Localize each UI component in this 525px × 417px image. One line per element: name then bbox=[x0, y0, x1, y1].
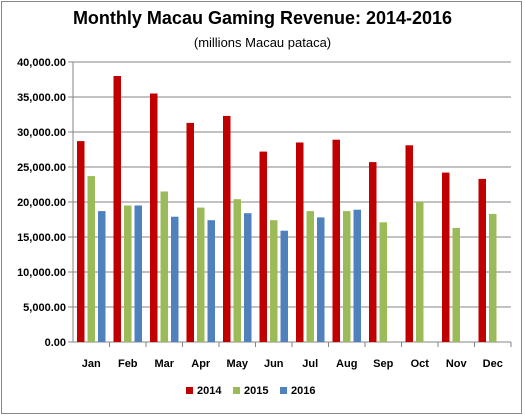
bar-2016-feb bbox=[134, 205, 142, 342]
bar-2014-jun bbox=[259, 151, 267, 342]
x-tick-label: Oct bbox=[411, 358, 430, 370]
x-tick-label: Jan bbox=[82, 358, 101, 370]
y-tick-label: 40,000.00 bbox=[17, 57, 66, 69]
bar-2014-dec bbox=[478, 178, 486, 342]
bar-2014-nov bbox=[442, 172, 450, 342]
legend-swatch-2014 bbox=[186, 387, 193, 394]
bar-2014-sep bbox=[369, 162, 377, 342]
bar-2014-feb bbox=[113, 76, 121, 342]
bar-2014-mar bbox=[150, 93, 158, 342]
x-tick-label: Mar bbox=[154, 358, 174, 370]
bar-2015-mar bbox=[160, 191, 168, 342]
legend-swatch-2016 bbox=[280, 387, 287, 394]
legend-label-2014: 2014 bbox=[197, 385, 222, 397]
y-tick-label: 35,000.00 bbox=[17, 92, 66, 104]
x-tick-label: Dec bbox=[483, 358, 503, 370]
bar-2015-jan bbox=[87, 176, 95, 342]
y-tick-label: 0.00 bbox=[45, 337, 66, 349]
chart-title: Monthly Macau Gaming Revenue: 2014-2016 bbox=[72, 8, 453, 28]
chart-subtitle: (millions Macau pataca) bbox=[193, 35, 332, 50]
bar-2014-jul bbox=[296, 142, 304, 342]
bar-2015-dec bbox=[489, 213, 497, 342]
bar-2014-aug bbox=[332, 139, 340, 342]
x-tick-label: Feb bbox=[118, 358, 138, 370]
x-tick-label: Aug bbox=[336, 358, 357, 370]
legend-label-2016: 2016 bbox=[291, 385, 315, 397]
bar-2015-sep bbox=[379, 222, 387, 342]
bar-2016-jun bbox=[280, 230, 288, 342]
bar-2016-mar bbox=[171, 216, 179, 342]
y-tick-label: 10,000.00 bbox=[17, 267, 66, 279]
legend-swatch-2015 bbox=[233, 387, 240, 394]
bar-2015-aug bbox=[343, 211, 351, 342]
bar-2014-apr bbox=[186, 122, 194, 343]
bar-2015-jul bbox=[306, 211, 314, 342]
x-tick-label: Jul bbox=[302, 358, 318, 370]
x-tick-label: Sep bbox=[373, 358, 393, 370]
bar-2015-feb bbox=[124, 205, 132, 342]
bar-2015-apr bbox=[197, 207, 205, 342]
bar-2016-apr bbox=[207, 220, 215, 342]
x-tick-label: Apr bbox=[191, 358, 211, 370]
bar-2016-jan bbox=[98, 211, 106, 342]
bar-2016-may bbox=[244, 213, 252, 342]
y-tick-label: 20,000.00 bbox=[17, 197, 66, 209]
y-tick-label: 15,000.00 bbox=[17, 232, 66, 244]
y-tick-label: 5,000.00 bbox=[23, 302, 66, 314]
bar-2014-oct bbox=[405, 145, 413, 342]
x-tick-label: Nov bbox=[446, 358, 468, 370]
bar-2016-jul bbox=[317, 217, 325, 342]
legend-label-2015: 2015 bbox=[244, 385, 268, 397]
bar-2016-aug bbox=[353, 209, 361, 342]
y-tick-label: 30,000.00 bbox=[17, 127, 66, 139]
bar-2014-jan bbox=[77, 141, 85, 342]
bar-2015-oct bbox=[416, 202, 424, 342]
x-tick-label: May bbox=[227, 358, 249, 370]
bar-2015-jun bbox=[270, 220, 278, 342]
y-tick-label: 25,000.00 bbox=[17, 162, 66, 174]
bar-2015-nov bbox=[452, 227, 460, 342]
x-tick-label: Jun bbox=[264, 358, 284, 370]
bar-2015-may bbox=[233, 199, 241, 342]
bar-2014-may bbox=[223, 115, 231, 343]
